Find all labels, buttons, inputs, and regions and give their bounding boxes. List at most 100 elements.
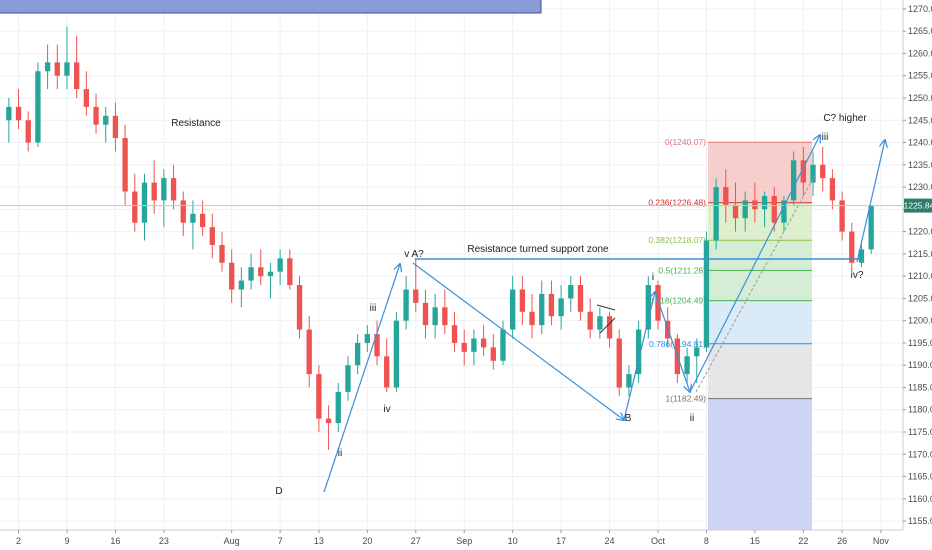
- wave-arrow[interactable]: [323, 264, 400, 493]
- annotation-label: Resistance: [171, 118, 221, 129]
- price-tick-label: 1205.00: [908, 293, 932, 303]
- candle-body: [238, 280, 245, 290]
- candle-body: [258, 267, 264, 277]
- time-tick-label: 10: [508, 536, 518, 546]
- candle-body: [723, 187, 729, 205]
- candle-body: [93, 106, 99, 125]
- candle-body: [626, 374, 632, 388]
- time-axis[interactable]: 2 9 16 23 Aug 7 13 20 27 Sep 10 17 24 Oct 8 15 22 26 Nov: [0, 529, 932, 550]
- candle-body: [54, 62, 60, 76]
- candle-body: [858, 249, 865, 263]
- annotation-label: Resistance turned support zone: [467, 244, 609, 255]
- candle-body: [112, 115, 119, 139]
- candle-body: [568, 285, 574, 299]
- candle-body: [161, 178, 167, 201]
- wave-arrow[interactable]: [856, 140, 885, 263]
- annotation-label: iii: [370, 303, 377, 314]
- time-tick-label: 13: [314, 536, 324, 546]
- wave-arrow[interactable]: [689, 135, 820, 393]
- fib-zone: [708, 343, 812, 399]
- candle-body: [141, 182, 148, 223]
- fibonacci-retracement[interactable]: 0(1240.07) 0.236(1226.48) 0.382(1218.07) 0.…: [648, 137, 812, 530]
- price-tick-label: 1245.00: [908, 115, 932, 125]
- triangle-line-top: [596, 304, 616, 311]
- candle-body: [442, 307, 448, 326]
- price-tick-label: 1220.00: [908, 227, 932, 237]
- candle-body: [364, 334, 370, 343]
- wave-arrow[interactable]: [623, 292, 655, 421]
- wave-arrow[interactable]: [412, 262, 624, 420]
- price-tick-label: 1270.00: [908, 4, 932, 14]
- candle-body: [451, 325, 458, 343]
- price-tick-label: 1215.00: [908, 249, 932, 259]
- candle-body: [868, 205, 874, 250]
- candle-body: [761, 195, 768, 210]
- candle-body: [229, 262, 235, 290]
- annotation-label: i: [652, 272, 654, 283]
- price-tick-label: 1175.00: [908, 427, 932, 437]
- last-price-badge: [904, 198, 932, 213]
- time-tick-label: 22: [798, 536, 808, 546]
- time-tick-label: Oct: [651, 536, 666, 546]
- candle-body: [539, 293, 545, 326]
- fib-level-label: 0.5(1211.28): [658, 265, 706, 275]
- candle-body: [703, 240, 710, 348]
- candle-body: [461, 342, 467, 352]
- candle-body: [325, 418, 332, 424]
- candle-body: [752, 200, 758, 210]
- time-tick-label: 15: [750, 536, 760, 546]
- annotation-label: iii: [822, 132, 829, 143]
- candle-body: [287, 258, 293, 286]
- candle-body: [393, 320, 400, 388]
- time-tick-label: 27: [411, 536, 421, 546]
- annotation-label: D: [275, 486, 282, 497]
- candle-body: [548, 293, 555, 317]
- candle-body: [645, 285, 651, 330]
- candle-body: [694, 347, 700, 357]
- time-tick-label: 26: [837, 536, 847, 546]
- trend-lines[interactable]: [0, 135, 903, 493]
- candle-body: [684, 356, 690, 375]
- candle-body: [335, 391, 341, 424]
- candle-body: [384, 356, 390, 388]
- annotation-label: ii: [690, 413, 694, 424]
- price-tick-label: 1165.00: [908, 472, 932, 482]
- candle-body: [209, 227, 215, 245]
- candle-body: [267, 271, 274, 277]
- fib-level-label: 0.236(1226.48): [648, 198, 706, 208]
- time-tick-label: 16: [110, 536, 120, 546]
- annotation-label: C? higher: [823, 113, 867, 124]
- candle-body: [771, 195, 777, 223]
- candle-body: [713, 187, 719, 241]
- wave-arrow[interactable]: [654, 291, 690, 392]
- candle-body: [180, 200, 186, 223]
- price-axis-bg: [903, 0, 932, 550]
- candle-body: [354, 342, 361, 366]
- price-axis[interactable]: 1155.00 1160.00 1165.00 1170.00 1175.00 1180.…: [902, 0, 932, 550]
- time-tick-label: 23: [159, 536, 169, 546]
- candle-body: [480, 338, 487, 348]
- time-tick-label: 17: [556, 536, 566, 546]
- candle-body: [655, 285, 661, 321]
- candle-body: [849, 231, 855, 263]
- candle-body: [790, 160, 797, 201]
- candle-body: [519, 289, 526, 312]
- candle-body: [199, 213, 206, 228]
- candle-body: [500, 329, 506, 361]
- candle-body: [471, 338, 477, 352]
- candle-body: [829, 178, 836, 201]
- candle-body: [296, 285, 303, 330]
- candle-body: [74, 62, 80, 90]
- candle-body: [810, 164, 816, 183]
- candle-body: [558, 298, 564, 317]
- candle-body: [15, 106, 22, 121]
- candle-body: [345, 365, 351, 392]
- candle-body: [306, 329, 312, 375]
- time-tick-label: 7: [278, 536, 283, 546]
- candle-body: [587, 311, 593, 330]
- time-tick-label: Sep: [456, 536, 472, 546]
- candle-body: [742, 200, 748, 219]
- annotation-label: ii: [338, 448, 342, 459]
